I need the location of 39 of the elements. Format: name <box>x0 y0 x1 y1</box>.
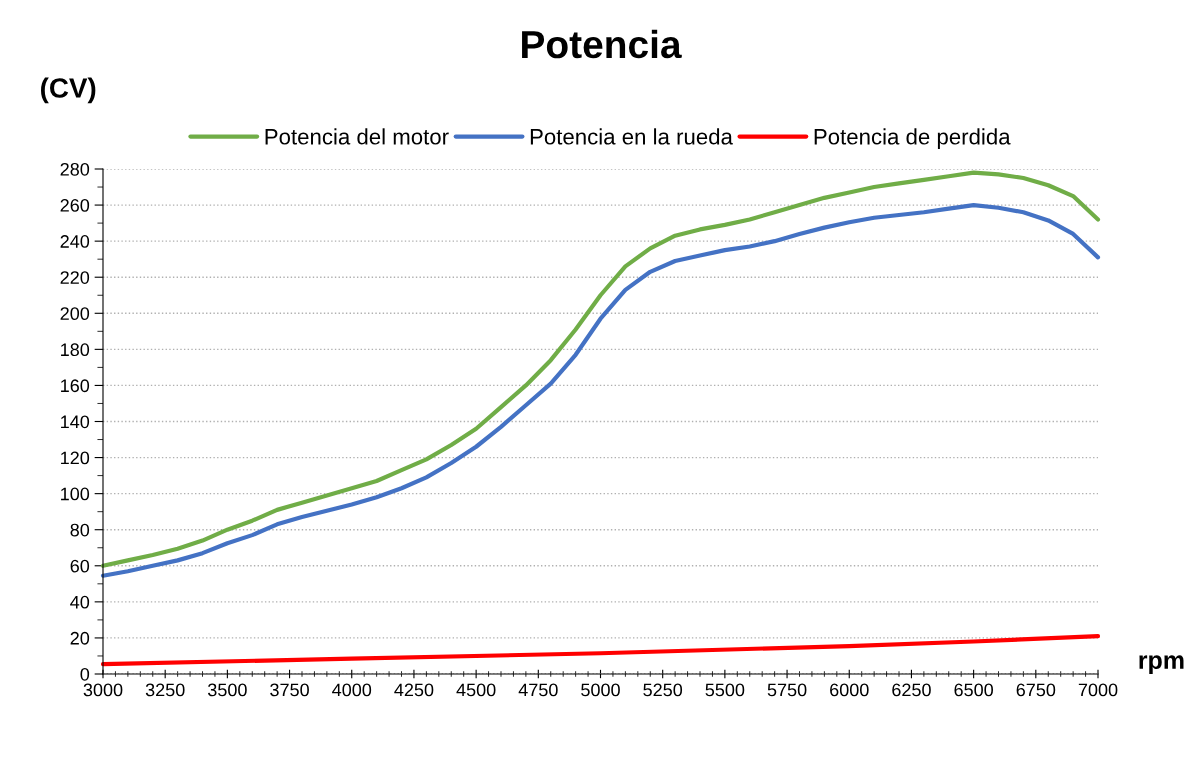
y-tick-label: 40 <box>70 595 90 609</box>
legend-label: Potencia del motor <box>265 128 449 145</box>
x-tick-label: 5500 <box>705 683 745 697</box>
x-tick-label: 7000 <box>1078 683 1118 697</box>
y-tick-label: 80 <box>70 523 90 537</box>
x-tick-label: 5750 <box>767 683 807 697</box>
x-tick-label: 6750 <box>1016 683 1056 697</box>
x-tick-label: 4000 <box>332 683 372 697</box>
y-tick-label: 180 <box>61 343 90 357</box>
y-tick-label: 60 <box>70 559 90 573</box>
chart-title: Potencia <box>522 29 682 59</box>
y-axis-title: (CV) <box>41 77 96 104</box>
y-tick-label: 160 <box>61 379 90 393</box>
x-tick-label: 3250 <box>145 683 185 697</box>
x-axis-title: rpm <box>1139 655 1184 674</box>
y-tick-label: 100 <box>61 487 90 501</box>
y-tick-label: 140 <box>61 415 90 429</box>
x-tick-label: 5000 <box>581 683 620 697</box>
y-tick-label: 120 <box>61 451 90 465</box>
x-tick-label: 5250 <box>643 683 683 697</box>
x-tick-label: 4500 <box>456 683 496 697</box>
y-tick-label: 260 <box>60 199 90 212</box>
y-tick-label: 20 <box>70 631 90 645</box>
x-tick-label: 4250 <box>394 683 434 697</box>
y-tick-label: 280 <box>60 162 90 176</box>
y-tick-label: 0 <box>80 667 90 681</box>
x-tick-label: 3000 <box>83 683 123 697</box>
legend-label: Potencia de perdida <box>814 128 1011 149</box>
x-tick-label: 3750 <box>270 683 309 697</box>
x-tick-label: 4750 <box>518 683 558 697</box>
y-tick-label: 220 <box>60 271 90 284</box>
line-series <box>100 634 1101 667</box>
legend-label: Potencia en la rueda <box>530 128 733 145</box>
x-tick-label: 6250 <box>892 683 931 697</box>
y-tick-label: 240 <box>60 235 90 248</box>
x-tick-label: 3500 <box>207 683 247 697</box>
x-tick-label: 6000 <box>830 683 869 697</box>
y-tick-label: 200 <box>60 307 90 321</box>
x-tick-label: 6500 <box>954 683 993 697</box>
